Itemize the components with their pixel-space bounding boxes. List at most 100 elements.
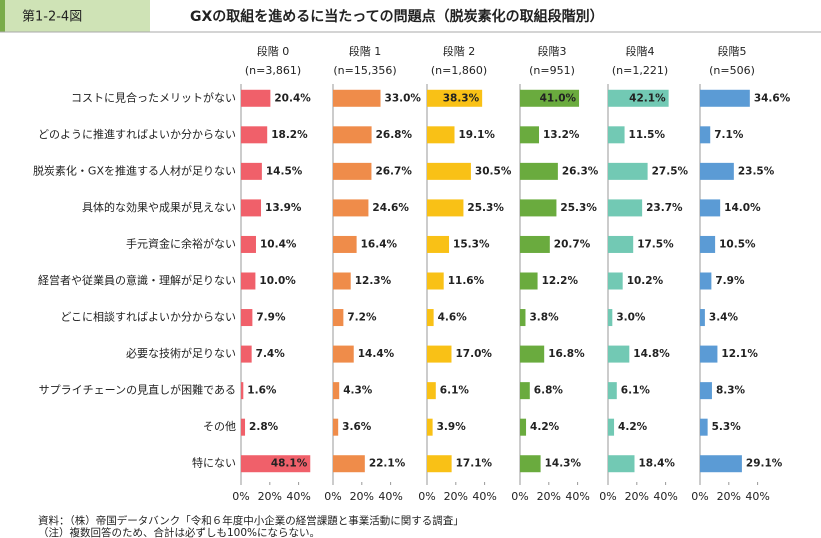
bar [333,199,369,217]
value-label: 17.0% [455,348,492,360]
value-label: 18.2% [271,129,308,141]
panel-title: 段階 0 [257,44,290,58]
bar [241,309,253,327]
value-label: 3.0% [616,312,646,324]
bar [700,272,712,290]
value-label: 20.7% [554,238,591,250]
bar [427,345,452,363]
x-tick-label: 40% [286,490,310,503]
value-label: 20.4% [274,92,311,104]
bar [241,89,271,107]
bar [241,455,311,473]
x-tick-label: 20% [258,490,282,503]
value-label: 23.5% [738,165,775,177]
bar [520,382,530,400]
bar [333,382,340,400]
bar [333,418,339,436]
bar [700,126,711,144]
bar [520,345,545,363]
figure-number: 第1-2-4図 [22,10,82,25]
value-label: 3.4% [709,312,739,324]
bar [333,309,344,327]
value-label: 16.8% [548,348,585,360]
category-label: どこに相談すればよいか分からない [60,310,236,324]
bar [241,235,256,253]
panel-title: 段階4 [626,44,655,58]
bar [427,418,433,436]
panel-title: 段階 1 [349,44,382,58]
x-tick-label: 40% [472,490,496,503]
category-label: 脱炭素化・GXを推進する人材が足りない [33,163,236,177]
x-tick-label: 0% [599,490,616,503]
bar [333,235,357,253]
bar [241,345,252,363]
x-tick-label: 0% [511,490,528,503]
x-tick-label: 0% [324,490,341,503]
value-label: 48.1% [271,458,308,470]
x-tick-label: 0% [232,490,249,503]
value-label: 42.1% [629,92,666,104]
value-label: 33.0% [385,92,422,104]
panel-title: 段階 2 [443,44,476,58]
value-label: 15.3% [453,238,490,250]
value-label: 11.6% [448,275,485,287]
value-label: 8.3% [716,385,746,397]
bar [700,309,705,327]
value-label: 13.9% [265,202,302,214]
bar [333,455,365,473]
value-label: 1.6% [247,385,277,397]
bar [700,199,721,217]
value-label: 10.4% [260,238,297,250]
bar [608,199,643,217]
bar [333,272,351,290]
value-label: 22.1% [369,458,406,470]
value-label: 4.3% [343,385,373,397]
chart-title: GXの取組を進めるに当たっての問題点（脱炭素化の取組段階別） [190,8,604,25]
panel-n: (n=506) [709,64,755,77]
badge-edge [0,0,5,32]
bar [427,235,450,253]
bar [427,309,434,327]
value-label: 14.3% [545,458,582,470]
value-label: 7.9% [256,312,286,324]
bar [700,345,718,363]
bar [427,455,452,473]
value-label: 14.5% [266,165,303,177]
value-label: 26.8% [376,129,413,141]
category-label: サプライチェーンの見直しが困難である [39,383,236,397]
category-label: コストに見合ったメリットがない [71,90,236,104]
panel-title: 段階5 [718,44,747,58]
x-tick-label: 40% [565,490,589,503]
value-label: 13.2% [543,129,580,141]
x-tick-label: 20% [625,490,649,503]
value-label: 3.6% [342,421,372,433]
bar [520,162,558,180]
bar [608,272,623,290]
category-label: 必要な技術が足りない [126,346,236,360]
bar [241,162,262,180]
bar [333,162,372,180]
note: （注）複数回答のため、合計は必ずしも100%にならない。 [38,526,320,538]
bar [608,418,615,436]
x-tick-label: 40% [378,490,402,503]
value-label: 14.8% [633,348,670,360]
x-tick-label: 20% [350,490,374,503]
bar [700,455,742,473]
bar [520,418,527,436]
x-tick-label: 0% [418,490,435,503]
value-label: 3.8% [529,312,559,324]
bar [700,382,712,400]
value-label: 26.7% [375,165,412,177]
value-label: 41.0% [540,92,577,104]
value-label: 10.2% [627,275,664,287]
value-label: 12.3% [355,275,392,287]
value-label: 14.4% [358,348,395,360]
value-label: 4.2% [530,421,560,433]
value-label: 19.1% [459,129,496,141]
panel-n: (n=3,861) [245,64,301,77]
bar [427,89,483,107]
value-label: 6.1% [621,385,651,397]
bar [427,382,436,400]
value-label: 30.5% [475,165,512,177]
